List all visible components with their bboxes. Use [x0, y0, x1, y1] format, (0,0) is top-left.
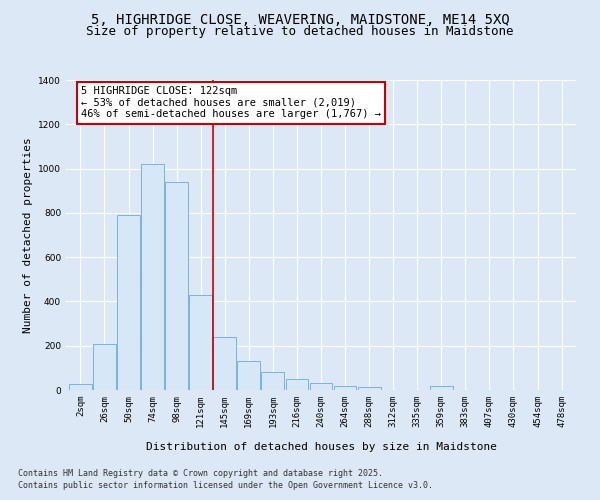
Bar: [69, 384, 92, 390]
Bar: [93, 344, 116, 390]
Text: 5, HIGHRIDGE CLOSE, WEAVERING, MAIDSTONE, ME14 5XQ: 5, HIGHRIDGE CLOSE, WEAVERING, MAIDSTONE…: [91, 12, 509, 26]
Bar: [262, 372, 284, 390]
Bar: [358, 386, 380, 390]
Bar: [310, 384, 332, 390]
Bar: [214, 337, 236, 390]
Bar: [238, 361, 260, 390]
Bar: [189, 295, 212, 390]
Bar: [286, 379, 308, 390]
Bar: [165, 182, 188, 390]
Bar: [430, 386, 453, 390]
Text: Distribution of detached houses by size in Maidstone: Distribution of detached houses by size …: [146, 442, 497, 452]
Text: Contains HM Land Registry data © Crown copyright and database right 2025.: Contains HM Land Registry data © Crown c…: [18, 468, 383, 477]
Bar: [141, 164, 164, 390]
Bar: [117, 215, 140, 390]
Text: Contains public sector information licensed under the Open Government Licence v3: Contains public sector information licen…: [18, 481, 433, 490]
Y-axis label: Number of detached properties: Number of detached properties: [23, 137, 32, 333]
Text: 5 HIGHRIDGE CLOSE: 122sqm
← 53% of detached houses are smaller (2,019)
46% of se: 5 HIGHRIDGE CLOSE: 122sqm ← 53% of detac…: [82, 86, 382, 120]
Bar: [334, 386, 356, 390]
Text: Size of property relative to detached houses in Maidstone: Size of property relative to detached ho…: [86, 25, 514, 38]
